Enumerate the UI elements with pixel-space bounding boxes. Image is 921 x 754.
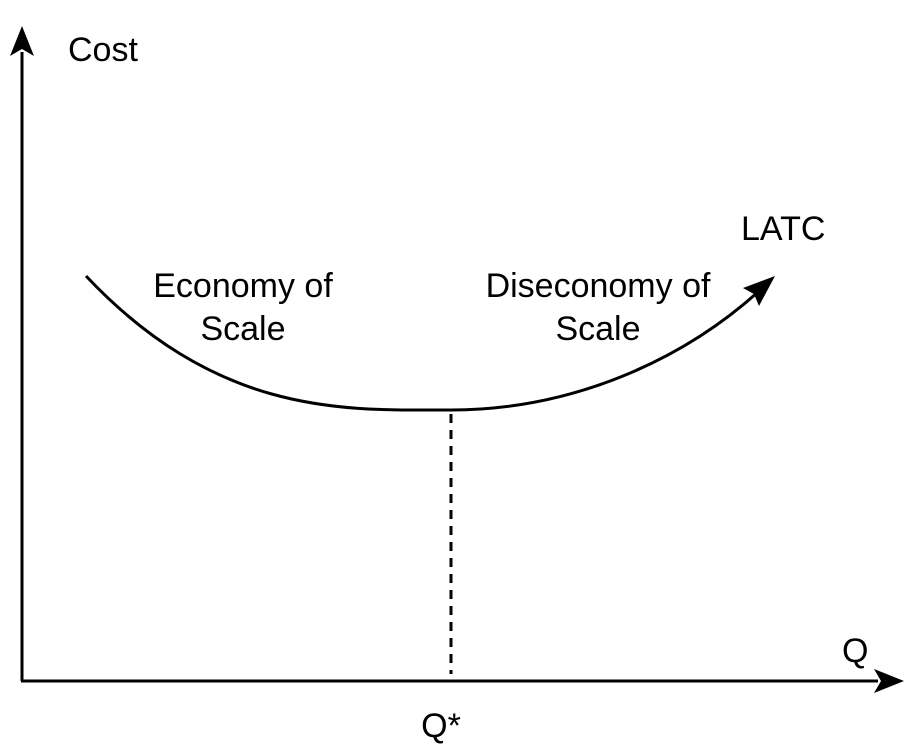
x-axis-arrowhead [874, 669, 904, 693]
diseconomy-of-scale-label-line1: Diseconomy of [486, 267, 711, 305]
latc-curve-arrowhead [743, 276, 775, 306]
y-axis-arrowhead [10, 26, 34, 56]
x-axis-label: Q [842, 632, 868, 670]
curve-label: LATC [741, 210, 825, 248]
economy-of-scale-label-line1: Economy of [153, 267, 333, 305]
economy-of-scale-label-line2: Scale [200, 310, 285, 348]
latc-curve [84, 274, 760, 412]
diseconomy-of-scale-label-line2: Scale [555, 310, 640, 348]
q-star-label: Q* [421, 707, 461, 745]
y-axis-label: Cost [68, 31, 138, 69]
